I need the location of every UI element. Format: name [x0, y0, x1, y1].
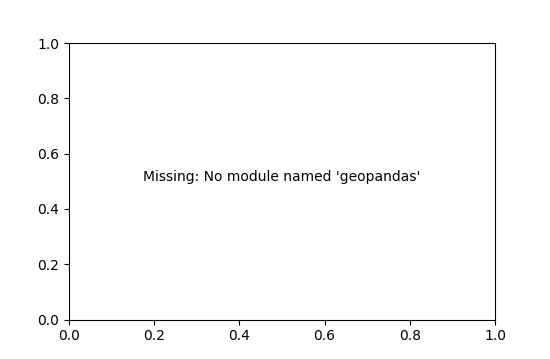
Text: Missing: No module named 'geopandas': Missing: No module named 'geopandas': [143, 170, 421, 184]
